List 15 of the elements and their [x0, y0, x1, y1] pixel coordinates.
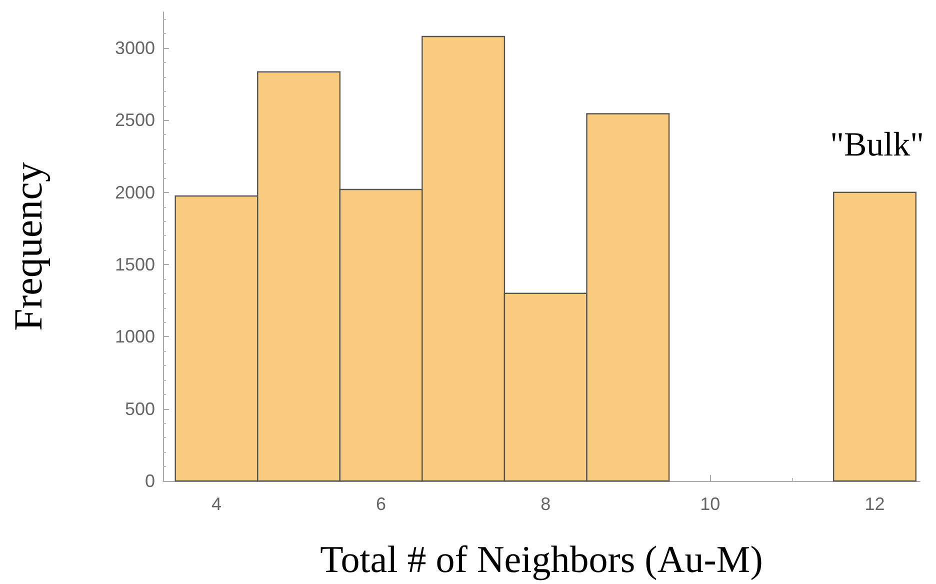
y-tick-label: 1000	[114, 326, 155, 347]
y-tick-label: 2500	[114, 110, 155, 130]
x-tick-label: 10	[700, 494, 720, 514]
x-tick-label: 8	[540, 494, 551, 514]
x-tick-label: 12	[864, 494, 885, 514]
y-tick-label: 2000	[114, 182, 155, 202]
y-tick-label: 0	[144, 471, 155, 491]
x-tick-label: 4	[211, 494, 222, 514]
y-tick-label: 3000	[114, 38, 155, 58]
y-tick-label: 1500	[114, 254, 155, 275]
y-tick-label: 500	[124, 398, 155, 419]
x-axis-title: Total # of Neighbors (Au-M)	[320, 539, 763, 581]
x-tick-label: 6	[376, 494, 386, 514]
y-axis-title: Frequency	[6, 162, 50, 331]
annotation: "Bulk"	[830, 126, 924, 164]
